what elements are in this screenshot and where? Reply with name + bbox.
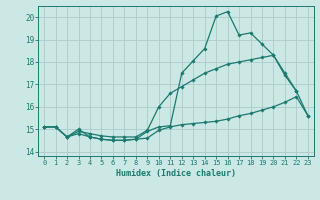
X-axis label: Humidex (Indice chaleur): Humidex (Indice chaleur) — [116, 169, 236, 178]
